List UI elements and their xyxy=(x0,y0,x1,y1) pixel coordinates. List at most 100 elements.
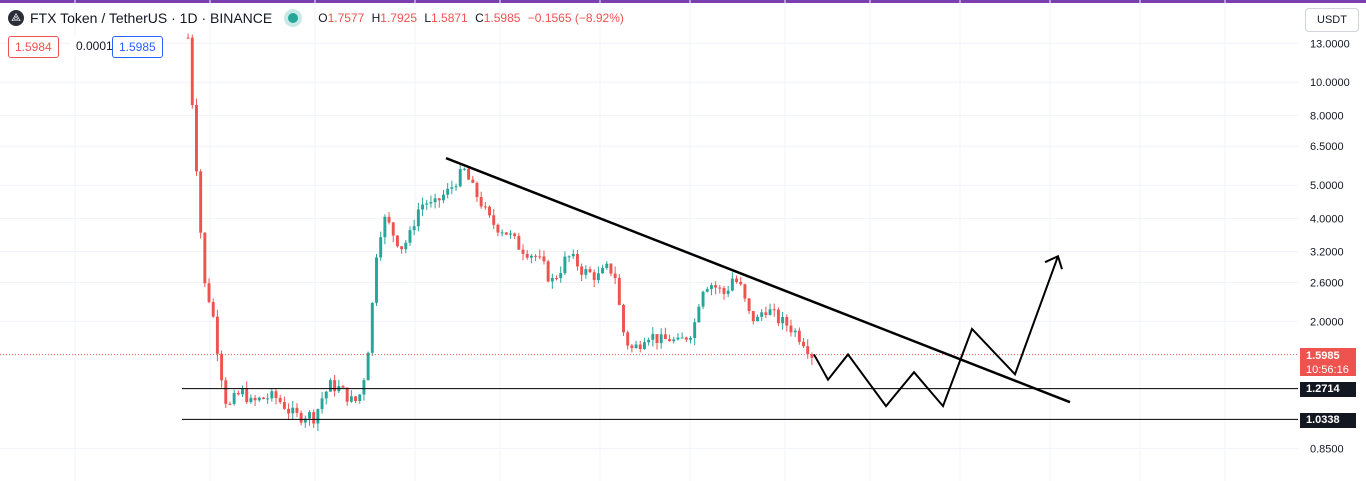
candle-body xyxy=(689,337,692,340)
top-accent-bar xyxy=(0,0,1366,3)
candle-body xyxy=(739,281,743,285)
candle-body xyxy=(287,408,291,414)
candle-body xyxy=(295,407,299,413)
y-tick-label: 6.5000 xyxy=(1310,141,1344,153)
candle-body xyxy=(211,302,215,317)
candle-body xyxy=(253,397,257,401)
candle-body xyxy=(316,409,320,424)
candle-body xyxy=(806,346,810,355)
candle-body xyxy=(718,287,722,289)
chart-grid xyxy=(0,0,1298,481)
level-tag-1: 1.2714 xyxy=(1300,382,1356,397)
candle-body xyxy=(785,317,789,326)
candle-body xyxy=(266,398,270,400)
candle-body xyxy=(709,285,713,290)
candle-body xyxy=(479,197,483,207)
candle-body xyxy=(203,232,207,284)
candle-body xyxy=(747,298,751,311)
sell-button[interactable]: 1.5984 xyxy=(8,36,59,58)
candle-body xyxy=(797,330,801,342)
candle-body xyxy=(425,203,429,205)
ohlc-readout: O1.7577 H1.7925 L1.5871 C1.5985 −0.1565 … xyxy=(318,11,624,25)
candle-body xyxy=(793,330,797,333)
candle-body xyxy=(375,257,378,303)
y-tick-label: 2.0000 xyxy=(1310,316,1344,328)
candle-body xyxy=(291,407,295,414)
candle-body xyxy=(370,302,374,353)
candle-body xyxy=(605,263,609,269)
candle-body xyxy=(555,277,558,279)
candle-body xyxy=(308,412,311,419)
candle-body xyxy=(450,187,454,189)
candle-body xyxy=(437,198,441,201)
candle-body xyxy=(328,380,332,392)
candle-body xyxy=(693,322,697,338)
candle-body xyxy=(400,246,404,250)
open-value: 1.7577 xyxy=(327,11,365,25)
candle-body xyxy=(584,269,588,275)
candle-body xyxy=(609,263,613,274)
candle-body xyxy=(592,272,596,281)
y-tick-label: 13.0000 xyxy=(1310,38,1350,50)
candle-body xyxy=(722,287,726,294)
close-value: 1.5985 xyxy=(483,11,521,25)
candle-body xyxy=(446,188,450,195)
candle-body xyxy=(186,37,190,39)
candle-body xyxy=(705,289,709,292)
currency-selector[interactable]: USDT xyxy=(1305,8,1359,32)
candle-body xyxy=(324,391,328,399)
candle-body xyxy=(312,412,316,424)
symbol-title[interactable]: FTX Token / TetherUS · 1D · BINANCE xyxy=(30,10,273,26)
y-tick-label: 10.0000 xyxy=(1310,77,1350,89)
candle-body xyxy=(391,222,395,236)
candle-body xyxy=(462,168,466,170)
drawings-layer xyxy=(445,156,1071,409)
candle-body xyxy=(228,403,232,405)
candle-body xyxy=(521,249,525,254)
candle-body xyxy=(504,232,508,235)
candle-body xyxy=(349,396,353,402)
candle-body xyxy=(760,312,764,317)
candle-body xyxy=(471,179,475,183)
candle-body xyxy=(207,283,211,303)
candle-body xyxy=(726,290,730,294)
candle-body xyxy=(358,394,362,402)
candles-layer xyxy=(186,33,814,432)
level-tag-2: 1.0338 xyxy=(1300,413,1356,428)
candle-body xyxy=(421,204,425,210)
candle-body xyxy=(232,392,236,404)
candle-body xyxy=(345,387,349,402)
candle-body xyxy=(735,278,739,282)
candle-body xyxy=(684,337,688,340)
candle-body xyxy=(655,334,659,344)
change-value: −0.1565 (−8.92%) xyxy=(527,11,624,25)
candle-body xyxy=(634,344,638,349)
candle-body xyxy=(341,386,345,388)
candle-body xyxy=(802,341,805,347)
candle-body xyxy=(500,232,504,234)
candle-body xyxy=(701,291,705,307)
candle-body xyxy=(743,284,747,299)
candle-body xyxy=(647,339,651,343)
candle-body xyxy=(215,316,219,354)
buy-button[interactable]: 1.5985 xyxy=(112,36,163,58)
candle-body xyxy=(659,334,663,344)
candle-body xyxy=(571,253,575,257)
candle-body xyxy=(534,255,538,257)
candle-body xyxy=(224,380,228,404)
candle-body xyxy=(509,233,512,235)
spread-value: 0.0001 xyxy=(70,36,119,56)
candle-body xyxy=(563,256,567,274)
candle-body xyxy=(442,194,445,201)
candle-body xyxy=(261,397,265,399)
candle-body xyxy=(454,186,458,188)
candle-body xyxy=(513,233,517,237)
candle-body xyxy=(768,309,772,315)
candle-body xyxy=(676,337,680,340)
candle-body xyxy=(395,235,399,247)
candle-body xyxy=(195,104,198,172)
candle-body xyxy=(580,266,584,275)
candle-body xyxy=(642,342,646,349)
candle-body xyxy=(529,255,533,258)
